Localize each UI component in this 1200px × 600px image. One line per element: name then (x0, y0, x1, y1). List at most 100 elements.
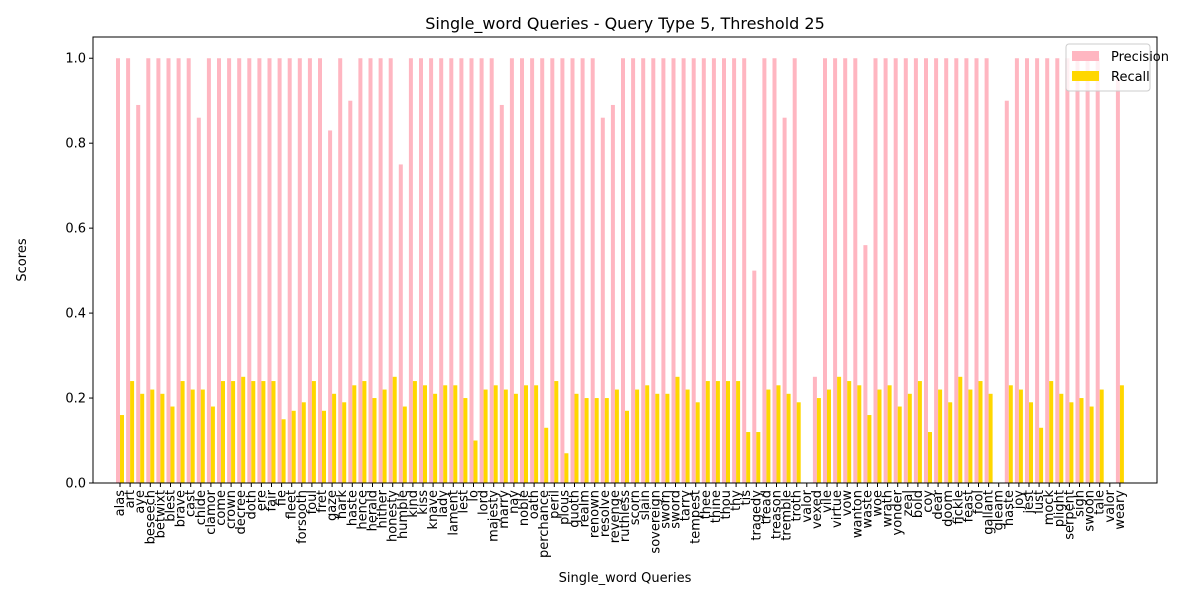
bar-recall (685, 389, 690, 483)
bar-precision (742, 58, 747, 484)
bar-precision (257, 58, 262, 484)
bar-recall (301, 402, 306, 483)
bar-recall (1119, 385, 1124, 483)
bar-recall (392, 376, 397, 483)
bar-precision (1014, 58, 1019, 484)
bar-recall (433, 393, 438, 483)
bar-precision (217, 58, 221, 484)
x-tick-label: plight (1052, 490, 1067, 527)
x-tick-label: vexed (810, 490, 825, 529)
bar-recall (150, 389, 155, 483)
bar-precision (681, 58, 686, 484)
bar-precision (893, 58, 898, 484)
bar-recall (382, 389, 387, 483)
bar-precision (944, 58, 949, 484)
x-tick-label: realm (578, 490, 593, 527)
bar-precision (883, 58, 888, 484)
x-tick-label: vow (840, 490, 855, 517)
bar-recall (584, 398, 589, 483)
bar-precision (520, 58, 524, 484)
x-tick-label: clamor (204, 489, 219, 534)
bar-precision (782, 117, 787, 483)
x-tick-label: hither (376, 489, 391, 528)
bar-precision (408, 58, 413, 484)
x-tick-label: alas (113, 490, 128, 517)
bar-precision (812, 376, 817, 483)
x-tick-label: majesty (487, 490, 502, 542)
bar-recall (493, 385, 498, 483)
bar-recall (241, 376, 246, 483)
bar-precision (186, 58, 191, 484)
bar-precision (479, 58, 484, 484)
bar-recall (362, 381, 367, 483)
bar-recall (1049, 381, 1054, 483)
bar-precision (398, 164, 403, 483)
bar-recall (958, 376, 963, 483)
bar-precision (974, 58, 979, 484)
bar-recall (221, 381, 225, 483)
x-tick-label: fie (275, 490, 290, 506)
legend-swatch-precision (1072, 51, 1099, 61)
x-tick-label: gaze (325, 490, 340, 521)
x-tick-label: cast (184, 490, 199, 517)
x-tick-label: hence (355, 490, 370, 530)
bar-recall (1029, 402, 1033, 483)
bar-recall (261, 381, 266, 483)
bar-precision (752, 270, 757, 483)
x-tick-label: wanton (850, 490, 865, 538)
bar-recall (574, 393, 579, 483)
bar-precision (126, 58, 131, 484)
bar-precision (297, 58, 302, 484)
x-tick-label: thou (719, 490, 734, 520)
bar-recall (311, 381, 316, 483)
bar-precision (772, 58, 777, 484)
bar-precision (509, 58, 514, 484)
bar-recall (796, 402, 801, 483)
bar-precision (287, 58, 292, 484)
bar-precision (762, 58, 767, 484)
y-tick-layer: 0.0 0.2 0.4 0.6 0.8 1.0 (65, 52, 93, 492)
bar-precision (984, 58, 989, 484)
bar-recall (564, 453, 569, 483)
bar-recall (917, 381, 922, 483)
bar-recall (412, 381, 417, 483)
x-tick-label: troth (790, 490, 805, 521)
bar-precision (631, 58, 636, 484)
bar-precision (964, 58, 969, 484)
legend-swatch-recall (1072, 71, 1099, 81)
bar-precision (439, 58, 444, 484)
x-tick-label: doth (244, 490, 259, 520)
x-tick-label: serpent (1062, 490, 1077, 540)
bar-recall (938, 389, 943, 483)
bar-precision (368, 58, 373, 484)
bar-recall (1099, 389, 1104, 483)
bar-recall (877, 389, 882, 483)
x-tick-label: thine (709, 490, 724, 523)
bar-recall (1079, 398, 1084, 483)
x-tick-label: kiss (416, 490, 431, 515)
bar-precision (166, 58, 171, 484)
bar-precision (116, 58, 120, 484)
bar-precision (540, 58, 545, 484)
bar-recall (513, 393, 518, 483)
x-tick-label: kind (406, 490, 421, 518)
bar-recall (210, 406, 215, 483)
bar-recall (756, 432, 761, 483)
y-tick-label: 0.8 (65, 137, 86, 152)
x-tick-label: plous (557, 490, 572, 525)
x-tick-label: foul (305, 490, 320, 514)
y-tick-label: 0.6 (65, 222, 86, 237)
bar-recall (291, 410, 296, 483)
bar-recall (534, 385, 539, 483)
x-tick-label: revenge (608, 490, 623, 543)
x-tick-label: perchance (537, 490, 552, 558)
bar-recall (1059, 393, 1064, 483)
x-tick-label: waste (860, 490, 875, 528)
x-tick-label: chide (194, 490, 209, 525)
bar-precision (388, 58, 393, 484)
y-tick-label: 0.0 (65, 477, 86, 492)
x-tick-label: slain (638, 490, 653, 520)
bar-precision (661, 58, 666, 484)
bar-recall (867, 415, 872, 483)
bar-recall (948, 402, 953, 483)
